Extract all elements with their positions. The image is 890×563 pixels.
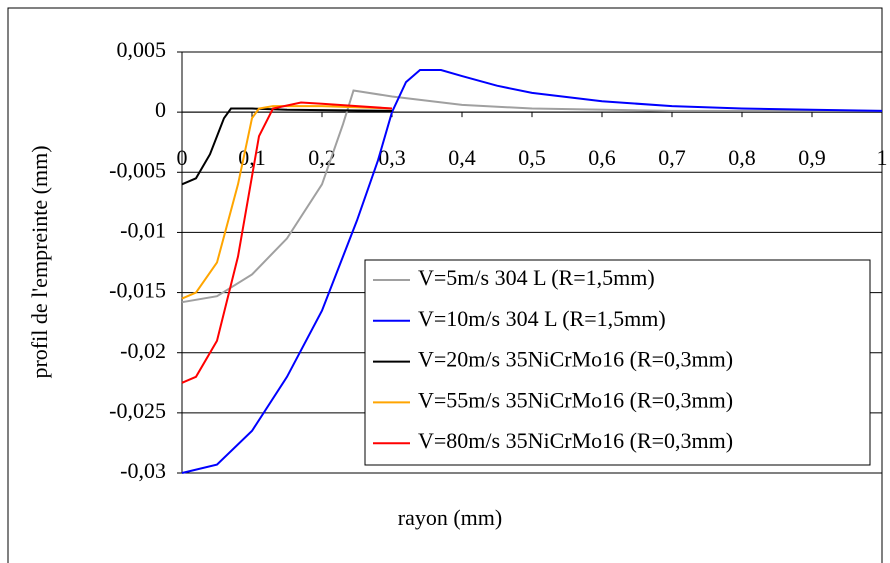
y-tick-label: -0,03 (120, 458, 166, 483)
x-tick-label: 0,6 (588, 145, 616, 170)
y-axis-label: profil de l'empreinte (mm) (27, 145, 52, 378)
x-tick-label: 0 (177, 145, 188, 170)
x-tick-label: 0,7 (658, 145, 686, 170)
x-tick-label: 0,9 (798, 145, 826, 170)
legend-label: V=80m/s 35NiCrMo16 (R=0,3mm) (418, 428, 733, 453)
legend-box (364, 259, 871, 466)
series-line (181, 105, 393, 300)
x-axis-label: rayon (mm) (398, 505, 502, 530)
x-tick-label: 1 (877, 145, 888, 170)
y-tick-label: -0,01 (120, 217, 166, 242)
y-tick-label: 0 (155, 97, 166, 122)
legend-label: V=10m/s 304 L (R=1,5mm) (418, 306, 666, 331)
x-tick-label: 0,3 (378, 145, 406, 170)
x-tick-label: 0,8 (728, 145, 756, 170)
legend-label: V=55m/s 35NiCrMo16 (R=0,3mm) (418, 387, 733, 412)
y-tick-label: -0,025 (109, 398, 166, 423)
series-line (181, 107, 393, 186)
series-line (181, 101, 393, 384)
legend-label: V=5m/s 304 L (R=1,5mm) (418, 265, 655, 290)
legend-label: V=20m/s 35NiCrMo16 (R=0,3mm) (418, 347, 733, 372)
y-tick-label: -0,005 (109, 157, 166, 182)
x-tick-label: 0,4 (448, 145, 476, 170)
y-tick-label: -0,015 (109, 278, 166, 303)
x-tick-label: 0,5 (518, 145, 546, 170)
y-tick-label: -0,02 (120, 338, 166, 363)
series-line (181, 69, 883, 474)
y-tick-label: 0,005 (117, 37, 167, 62)
